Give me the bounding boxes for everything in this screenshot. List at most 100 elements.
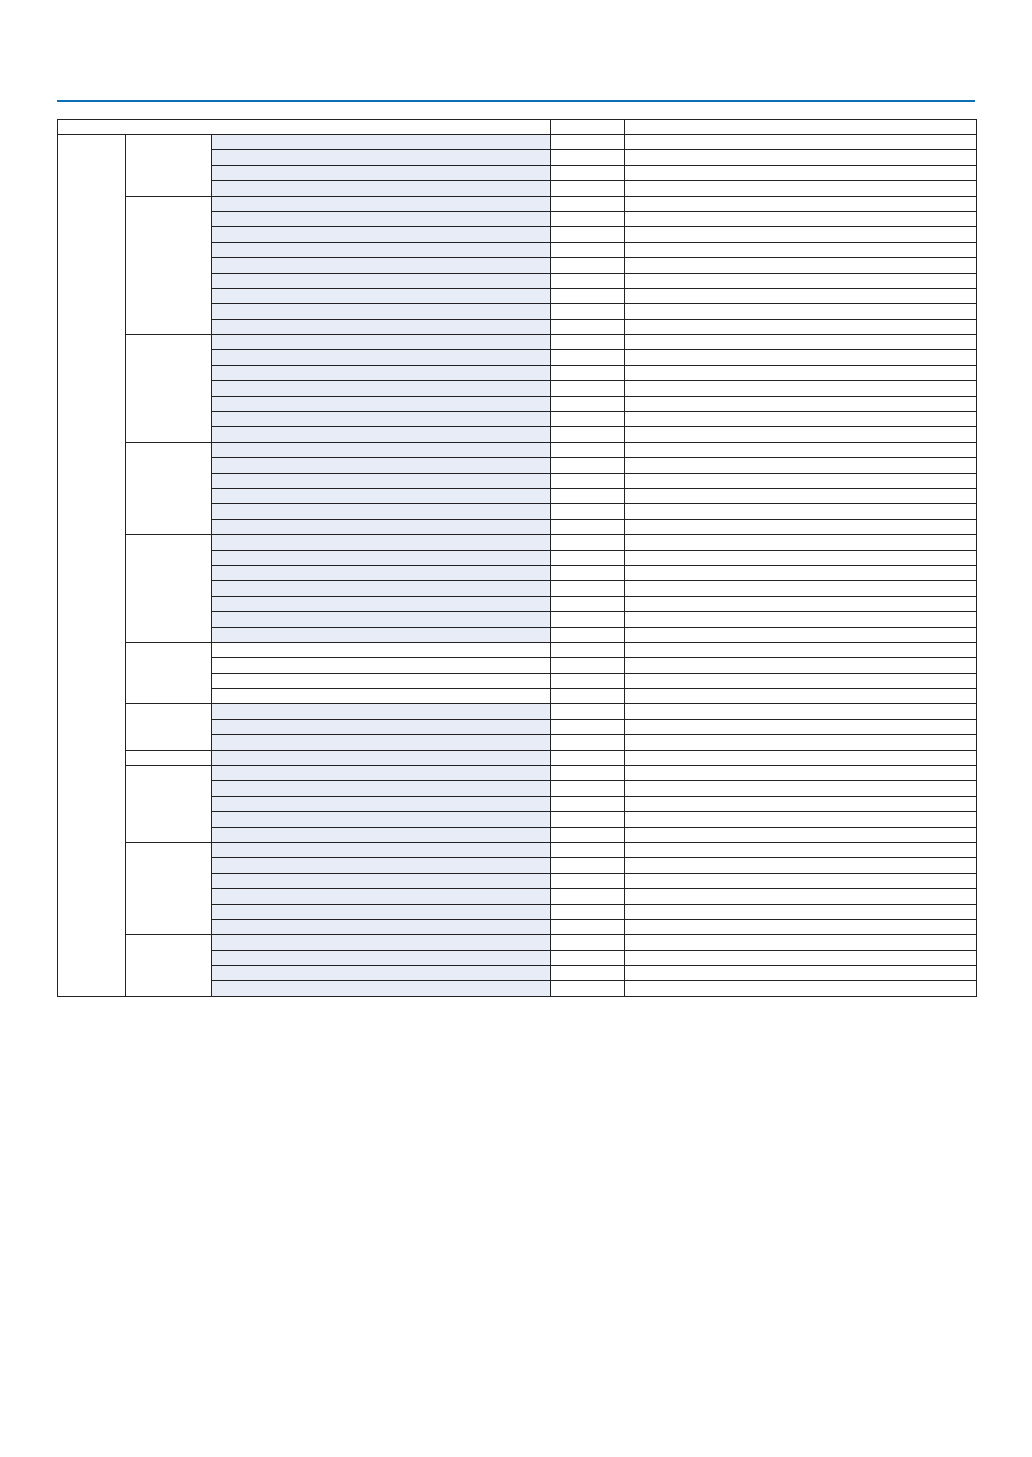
value-cell	[550, 257, 626, 274]
table-row	[58, 441, 978, 536]
settings-table	[56, 119, 978, 997]
header-cell-description	[624, 119, 978, 135]
description-cell	[624, 149, 978, 166]
value-cell	[550, 287, 626, 305]
header-cell-value	[550, 119, 626, 135]
value-cell	[550, 872, 626, 890]
description-cell	[624, 749, 978, 767]
value-cell	[550, 918, 626, 936]
description-cell	[624, 164, 978, 182]
item-cell	[210, 811, 552, 828]
group-cell	[125, 334, 212, 443]
item-cell	[210, 380, 552, 397]
item-cell	[210, 918, 552, 936]
table-row	[58, 918, 978, 936]
description-cell	[624, 580, 978, 597]
value-cell	[550, 841, 626, 859]
value-cell	[550, 826, 626, 843]
description-cell	[624, 734, 978, 751]
group-cell	[125, 934, 212, 997]
table-row	[58, 718, 978, 736]
item-cell	[210, 364, 552, 382]
table-row	[58, 903, 978, 920]
value-cell	[550, 180, 626, 197]
item-cell	[210, 718, 552, 736]
value-cell	[550, 534, 626, 551]
value-cell	[550, 718, 626, 736]
description-cell	[624, 626, 978, 643]
description-cell	[624, 611, 978, 628]
value-cell	[550, 688, 626, 705]
description-cell	[624, 503, 978, 520]
item-cell	[210, 888, 552, 905]
group-cell	[125, 841, 212, 936]
description-cell	[624, 287, 978, 305]
item-cell	[210, 241, 552, 259]
description-cell	[624, 903, 978, 920]
description-cell	[624, 780, 978, 797]
description-cell	[624, 949, 978, 967]
group-cell	[125, 641, 212, 705]
table-row	[58, 257, 978, 274]
table-row	[58, 272, 978, 289]
table-row	[58, 826, 978, 843]
value-cell	[550, 241, 626, 259]
table-row	[58, 549, 978, 566]
description-cell	[624, 195, 978, 212]
item-cell	[210, 841, 552, 859]
group-cell	[125, 703, 212, 751]
item-cell	[210, 564, 552, 582]
item-cell	[210, 287, 552, 305]
group-cell	[125, 534, 212, 643]
table-row	[58, 534, 978, 643]
description-cell	[624, 841, 978, 859]
item-cell	[210, 826, 552, 843]
item-cell	[210, 257, 552, 274]
category-cell	[57, 134, 126, 997]
table-row	[57, 133, 978, 997]
description-cell	[624, 349, 978, 366]
table-row	[58, 934, 978, 997]
item-cell	[210, 903, 552, 920]
table-row	[58, 364, 978, 382]
description-cell	[624, 718, 978, 736]
table-row	[58, 811, 978, 828]
description-cell	[624, 133, 978, 151]
item-cell	[210, 411, 552, 428]
item-cell	[210, 580, 552, 597]
value-cell	[550, 811, 626, 828]
table-row	[58, 703, 978, 751]
description-cell	[624, 965, 978, 982]
description-cell	[624, 688, 978, 705]
table-row	[58, 210, 978, 228]
value-cell	[550, 164, 626, 182]
table-row	[58, 149, 978, 166]
description-cell	[624, 765, 978, 782]
table-row	[58, 595, 978, 613]
item-cell	[210, 672, 552, 690]
description-cell	[624, 918, 978, 936]
item-cell	[210, 180, 552, 197]
item-cell	[210, 934, 552, 951]
item-cell	[210, 595, 552, 613]
value-cell	[550, 734, 626, 751]
description-cell	[624, 334, 978, 351]
value-cell	[550, 980, 626, 997]
table-row	[58, 503, 978, 520]
table-row	[58, 226, 978, 243]
item-cell	[210, 395, 552, 413]
item-cell	[210, 318, 552, 336]
value-cell	[550, 457, 626, 474]
item-cell	[210, 549, 552, 566]
table-row	[58, 749, 978, 767]
value-cell	[550, 703, 626, 720]
item-cell	[210, 503, 552, 520]
description-cell	[624, 872, 978, 890]
item-cell	[210, 688, 552, 705]
item-cell	[210, 626, 552, 643]
value-cell	[550, 672, 626, 690]
group-cell	[125, 195, 212, 336]
value-cell	[550, 411, 626, 428]
value-cell	[550, 611, 626, 628]
value-cell	[550, 334, 626, 351]
